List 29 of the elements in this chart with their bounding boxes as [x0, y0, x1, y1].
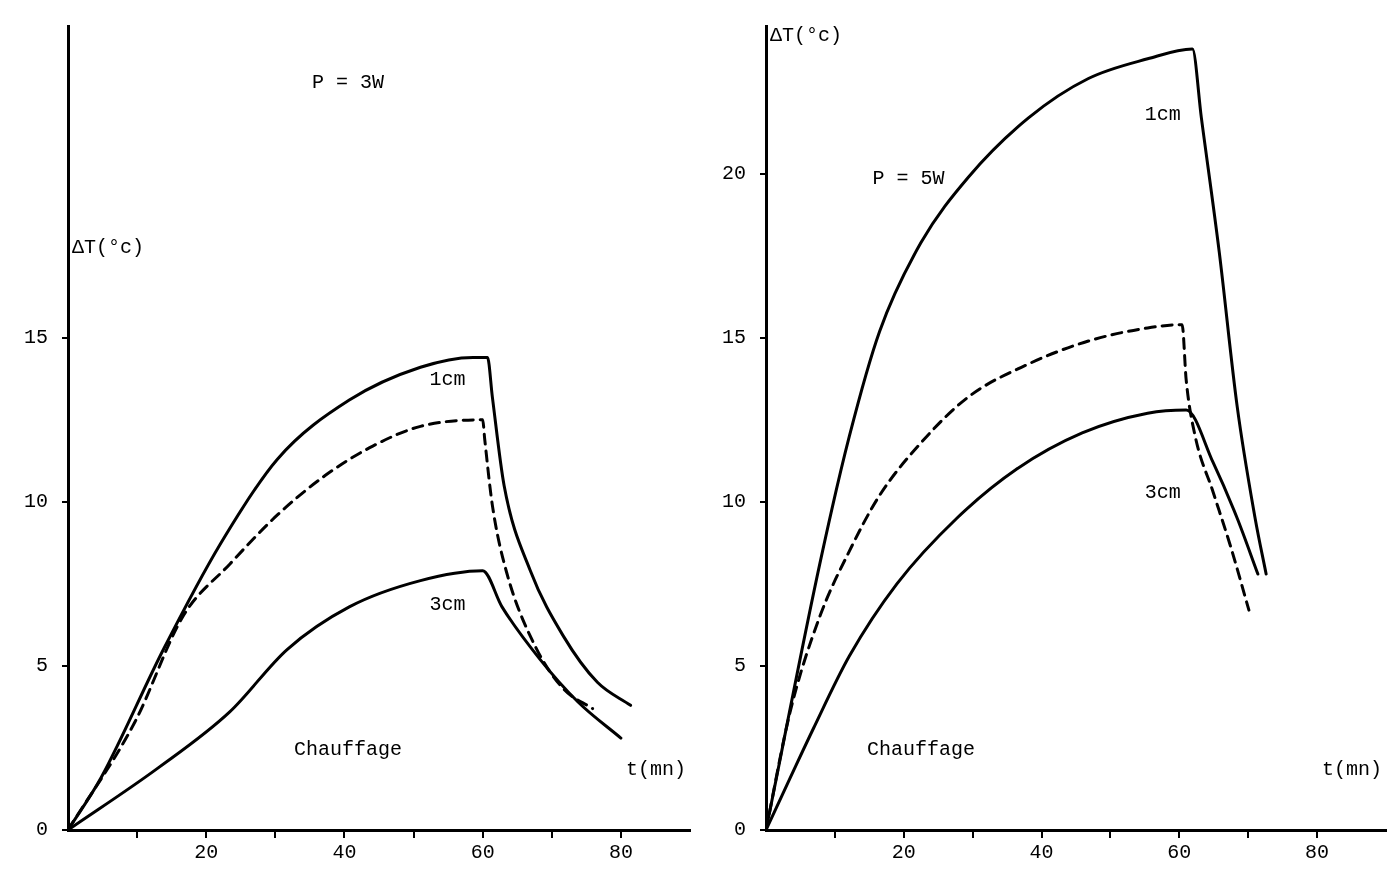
x-tick-label: 40	[1029, 841, 1054, 865]
annotation: 3cm	[1144, 480, 1181, 504]
x-axis-title: t(mn)	[625, 758, 686, 782]
y-tick-label: 5	[733, 654, 746, 678]
y-axis-title: ΔT(°c)	[72, 236, 145, 260]
annotation: P = 5W	[872, 167, 945, 191]
x-axis-title: t(mn)	[1321, 758, 1382, 782]
y-tick-label: 20	[721, 161, 746, 185]
annotation: 1cm	[429, 368, 466, 392]
y-axis-title: ΔT(°c)	[770, 24, 843, 48]
annotation: 1cm	[1144, 102, 1181, 126]
annotation: Chauffage	[866, 737, 976, 761]
x-tick-label: 20	[891, 841, 916, 865]
annotation: Chauffage	[293, 737, 402, 761]
y-tick-label: 10	[23, 490, 48, 514]
y-tick-label: 0	[733, 818, 746, 842]
x-tick-label: 80	[1305, 841, 1330, 865]
y-tick-label: 15	[23, 326, 48, 350]
x-tick-label: 60	[1167, 841, 1192, 865]
x-tick-label: 80	[608, 841, 633, 865]
annotation: 3cm	[429, 593, 466, 617]
y-tick-label: 15	[721, 326, 746, 350]
y-tick-label: 10	[721, 490, 746, 514]
x-tick-label: 40	[332, 841, 357, 865]
x-tick-label: 20	[194, 841, 219, 865]
y-tick-label: 5	[35, 654, 48, 678]
x-tick-label: 60	[470, 841, 495, 865]
annotation: P = 3W	[311, 70, 384, 94]
y-tick-label: 0	[35, 818, 48, 842]
